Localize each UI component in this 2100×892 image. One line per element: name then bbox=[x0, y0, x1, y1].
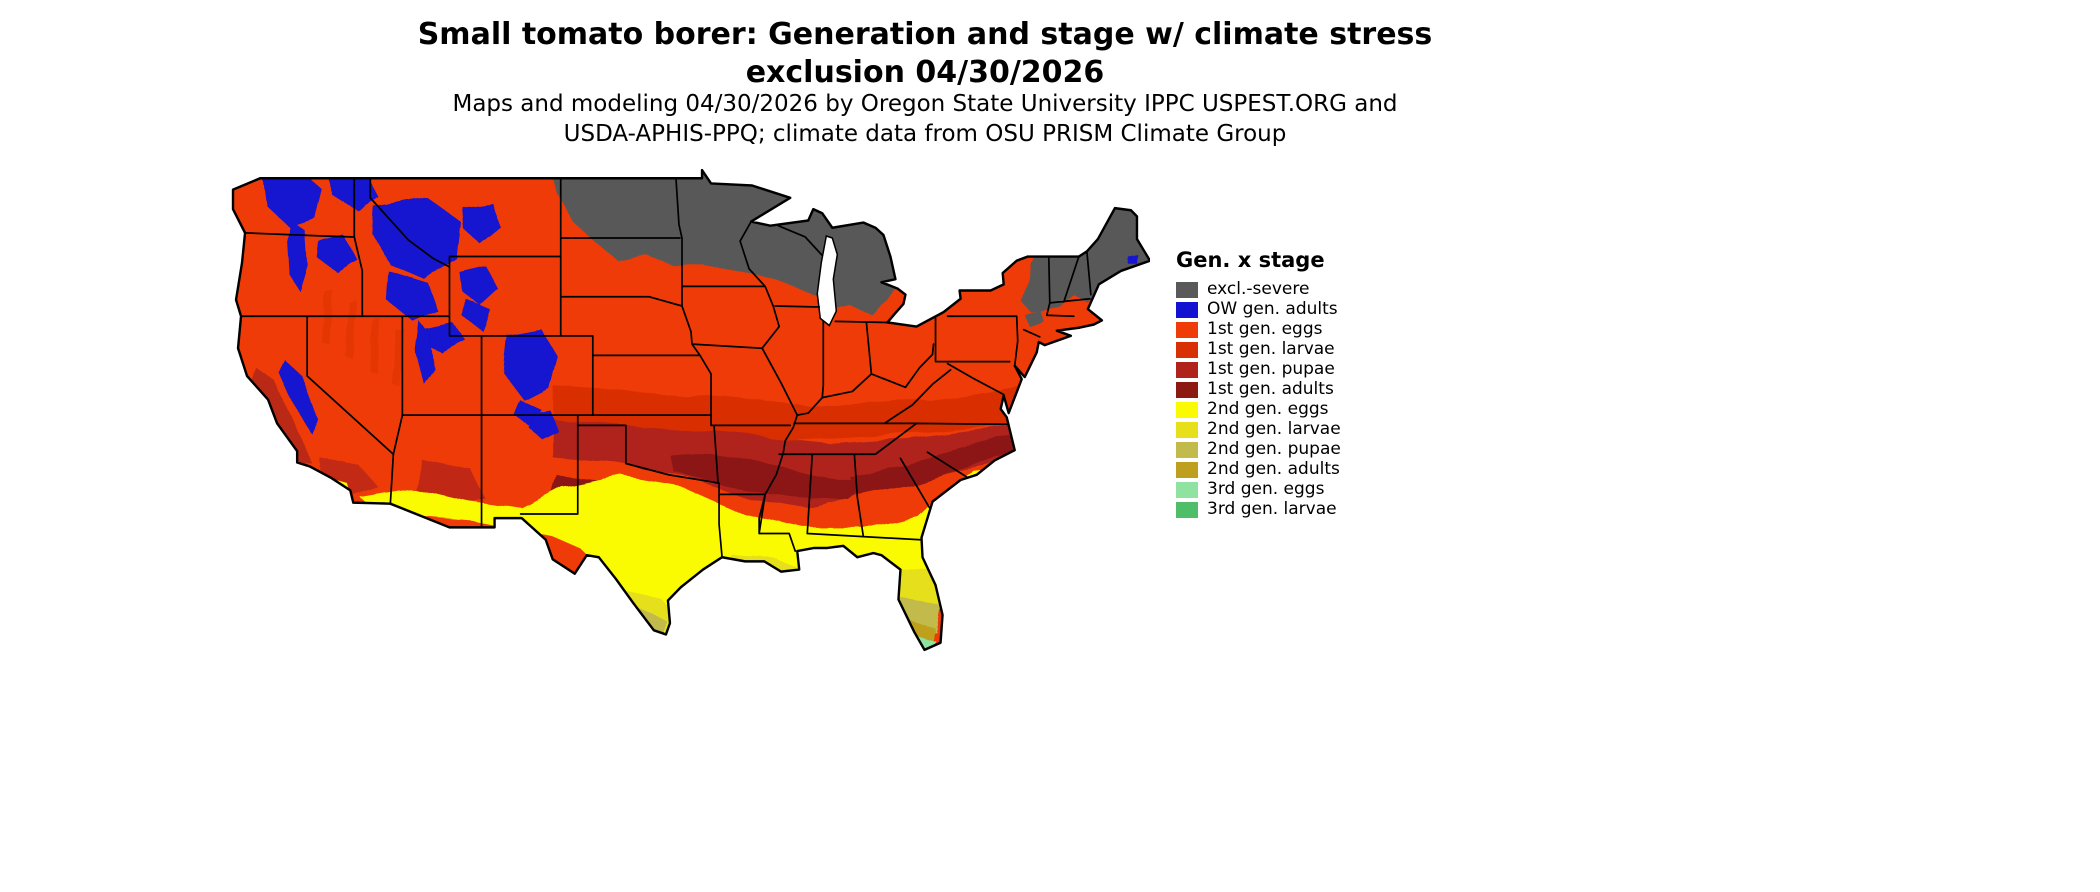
map-region bbox=[653, 640, 664, 650]
legend-swatch bbox=[1176, 321, 1198, 338]
legend-entry: 1st gen. adults bbox=[1176, 381, 1406, 398]
map-region bbox=[668, 454, 870, 500]
legend-label: 1st gen. adults bbox=[1207, 379, 1334, 399]
map-region bbox=[318, 235, 357, 271]
map-title-line2: exclusion 04/30/2026 bbox=[745, 55, 1105, 91]
map-region bbox=[358, 468, 1005, 650]
map-region bbox=[464, 299, 491, 331]
map-region bbox=[386, 270, 439, 323]
map-subtitle-line2: USDA-APHIS-PPQ; climate data from OSU PR… bbox=[563, 120, 1287, 147]
legend-label: 2nd gen. pupae bbox=[1207, 439, 1341, 459]
map-region bbox=[460, 266, 499, 306]
legend-swatch bbox=[1176, 481, 1198, 498]
map-region bbox=[328, 174, 379, 214]
legend-label: excl.-severe bbox=[1207, 279, 1310, 299]
us-map-container bbox=[228, 168, 1150, 688]
map-title: Small tomato borer: Generation and stage… bbox=[0, 16, 1850, 93]
map-region bbox=[254, 369, 311, 465]
legend-label: 1st gen. eggs bbox=[1207, 319, 1323, 339]
legend-label: 3rd gen. larvae bbox=[1207, 499, 1337, 519]
map-region bbox=[316, 454, 377, 496]
legend-swatch bbox=[1176, 421, 1198, 438]
map-region bbox=[344, 299, 357, 359]
us-outline bbox=[231, 168, 1150, 652]
map-region bbox=[370, 320, 383, 374]
legend-swatch bbox=[1176, 501, 1198, 518]
legend-label: 2nd gen. eggs bbox=[1207, 399, 1329, 419]
legend-label: 1st gen. pupae bbox=[1207, 359, 1335, 379]
legend-entry: 2nd gen. eggs bbox=[1176, 401, 1406, 418]
legend-entry: excl.-severe bbox=[1176, 281, 1406, 298]
legend-swatch bbox=[1176, 301, 1198, 318]
map-region bbox=[460, 200, 501, 245]
us-map bbox=[231, 168, 1150, 652]
map-region bbox=[1026, 312, 1047, 330]
legend-entry: 2nd gen. larvae bbox=[1176, 421, 1406, 438]
map-region bbox=[286, 221, 309, 292]
legend-swatch bbox=[1176, 361, 1198, 378]
map-region bbox=[424, 324, 467, 354]
legend-label: 3rd gen. eggs bbox=[1207, 479, 1325, 499]
legend-entry: 2nd gen. pupae bbox=[1176, 441, 1406, 458]
legend-swatch bbox=[1176, 401, 1198, 418]
map-region bbox=[264, 170, 324, 228]
legend-entry: 1st gen. pupae bbox=[1176, 361, 1406, 378]
legend-entries: excl.-severe OW gen. adults 1st gen. eggs 1… bbox=[1176, 281, 1406, 518]
legend: Gen. x stage excl.-severe OW gen. adults 1… bbox=[1176, 248, 1406, 521]
legend-label: 2nd gen. adults bbox=[1207, 459, 1340, 479]
map-subtitle: Maps and modeling 04/30/2026 by Oregon S… bbox=[0, 90, 1850, 150]
map-subtitle-line1: Maps and modeling 04/30/2026 by Oregon S… bbox=[452, 91, 1398, 117]
legend-entry: 1st gen. eggs bbox=[1176, 321, 1406, 338]
map-region bbox=[514, 400, 543, 428]
legend-entry: 2nd gen. adults bbox=[1176, 461, 1406, 478]
legend-entry: OW gen. adults bbox=[1176, 301, 1406, 318]
legend-swatch bbox=[1176, 461, 1198, 478]
legend-swatch bbox=[1176, 381, 1198, 398]
map-region bbox=[416, 322, 435, 385]
map-region bbox=[502, 328, 557, 401]
map-region bbox=[1126, 254, 1138, 263]
legend-swatch bbox=[1176, 441, 1198, 458]
state-borders bbox=[240, 177, 1092, 559]
map-region bbox=[849, 433, 1030, 496]
map-fills bbox=[233, 170, 1150, 650]
map-title-line1: Small tomato borer: Generation and stage… bbox=[417, 17, 1433, 52]
legend-entry: 1st gen. larvae bbox=[1176, 341, 1406, 358]
legend-swatch bbox=[1176, 281, 1198, 298]
legend-title: Gen. x stage bbox=[1176, 248, 1325, 272]
legend-label: 2nd gen. larvae bbox=[1207, 419, 1341, 439]
legend-entry: 3rd gen. larvae bbox=[1176, 501, 1406, 518]
lake-michigan bbox=[816, 234, 839, 327]
legend-label: OW gen. adults bbox=[1207, 299, 1338, 319]
legend-entry: 3rd gen. eggs bbox=[1176, 481, 1406, 498]
map-region bbox=[372, 196, 461, 280]
map-region bbox=[530, 411, 559, 440]
map-region bbox=[394, 330, 407, 390]
map-region bbox=[280, 361, 317, 431]
legend-swatch bbox=[1176, 341, 1198, 358]
legend-label: 1st gen. larvae bbox=[1207, 339, 1335, 359]
